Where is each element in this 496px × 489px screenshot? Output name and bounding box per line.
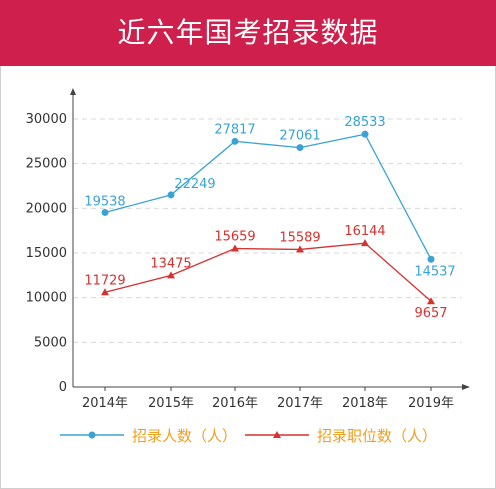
legend-line-triangle-icon bbox=[245, 431, 309, 438]
y-tick-label: 30000 bbox=[26, 112, 67, 127]
data-point-recruits bbox=[296, 144, 304, 152]
data-point-recruits bbox=[167, 191, 175, 199]
chart-title: 近六年国考招录数据 bbox=[117, 16, 379, 49]
y-tick-label: 5000 bbox=[34, 335, 67, 350]
chart-legend: 招录人数（人） 招录职位数（人） bbox=[0, 420, 496, 450]
y-tick-label: 25000 bbox=[26, 157, 67, 172]
data-label-positions: 13475 bbox=[150, 256, 191, 271]
x-tick-label: 2016年 bbox=[212, 396, 258, 411]
y-tick-label: 10000 bbox=[26, 291, 67, 306]
data-label-positions: 9657 bbox=[414, 306, 447, 321]
data-point-recruits bbox=[101, 208, 109, 216]
legend-label-recruits: 招录人数（人） bbox=[132, 426, 238, 445]
data-label-recruits: 27817 bbox=[214, 122, 255, 137]
legend-item-recruits: 招录人数（人） bbox=[60, 420, 237, 450]
title-banner bbox=[0, 0, 496, 66]
data-label-recruits: 22249 bbox=[174, 177, 215, 192]
data-point-positions bbox=[427, 297, 435, 305]
data-point-recruits bbox=[361, 130, 369, 138]
data-point-positions bbox=[361, 239, 369, 247]
data-label-positions: 15589 bbox=[279, 230, 320, 245]
x-tick-label: 2019年 bbox=[408, 396, 454, 411]
x-tick-label: 2018年 bbox=[342, 396, 388, 411]
data-label-recruits: 19538 bbox=[84, 194, 125, 209]
x-tick-label: 2015年 bbox=[148, 396, 194, 411]
legend-line-circle-icon bbox=[60, 431, 124, 439]
y-tick-label: 0 bbox=[59, 380, 67, 395]
data-point-positions bbox=[296, 245, 304, 253]
data-label-positions: 16144 bbox=[344, 224, 385, 239]
data-label-positions: 15659 bbox=[214, 230, 255, 245]
y-axis-arrow bbox=[70, 88, 76, 95]
data-label-recruits: 28533 bbox=[344, 115, 385, 130]
x-tick-label: 2017年 bbox=[277, 396, 323, 411]
x-axis-arrow bbox=[462, 384, 470, 390]
data-label-recruits: 27061 bbox=[279, 129, 320, 144]
data-point-positions bbox=[231, 244, 239, 252]
data-label-recruits: 14537 bbox=[414, 264, 455, 279]
line-chart: 0 5000 10000 15000 20000 25000 30000 2014年 2015年… bbox=[26, 88, 470, 411]
x-tick-label: 2014年 bbox=[82, 396, 128, 411]
legend-label-positions: 招录职位数（人） bbox=[317, 426, 438, 445]
data-point-recruits bbox=[231, 137, 239, 145]
series-line-recruits bbox=[104, 133, 432, 260]
data-point-recruits bbox=[427, 255, 435, 263]
y-tick-label: 20000 bbox=[26, 201, 67, 216]
series-line-positions bbox=[104, 242, 432, 302]
data-point-positions bbox=[101, 288, 109, 296]
legend-item-positions: 招录职位数（人） bbox=[245, 420, 437, 450]
data-label-positions: 11729 bbox=[84, 273, 125, 288]
data-point-positions bbox=[167, 271, 175, 279]
y-tick-label: 15000 bbox=[26, 246, 67, 261]
